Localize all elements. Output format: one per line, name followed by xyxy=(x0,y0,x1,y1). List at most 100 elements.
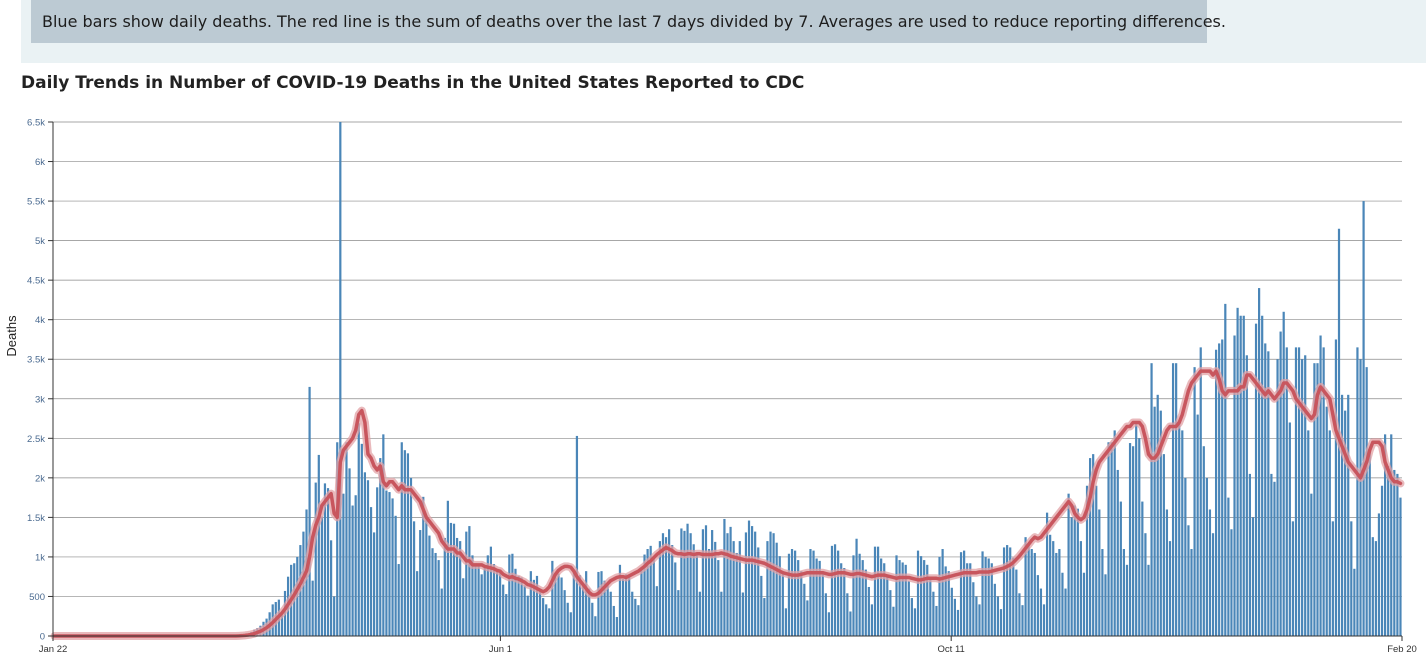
bar xyxy=(1095,486,1097,636)
bar xyxy=(1040,589,1042,636)
bar xyxy=(385,490,387,636)
bar xyxy=(696,552,698,636)
daily-deaths-bars xyxy=(238,122,1402,636)
bar xyxy=(1249,474,1251,636)
bar xyxy=(468,526,470,636)
bar xyxy=(1353,569,1355,636)
bar xyxy=(834,544,836,636)
bar xyxy=(720,592,722,636)
bar xyxy=(837,551,839,636)
bar xyxy=(1071,517,1073,636)
bar xyxy=(1049,535,1051,636)
bar xyxy=(637,605,639,636)
bar xyxy=(656,586,658,636)
bar xyxy=(1252,517,1254,636)
bar xyxy=(1209,509,1211,636)
bar xyxy=(871,604,873,636)
bar xyxy=(1129,443,1131,636)
bar xyxy=(505,594,507,636)
bar xyxy=(1114,430,1116,636)
bar xyxy=(312,581,314,636)
y-tick-label: 0 xyxy=(40,632,45,643)
bar xyxy=(702,529,704,636)
bar xyxy=(1203,446,1205,636)
bar xyxy=(315,483,317,636)
bar xyxy=(981,551,983,636)
bar xyxy=(1190,549,1192,636)
bar xyxy=(831,546,833,636)
bar xyxy=(493,564,495,636)
bar xyxy=(321,517,323,636)
bar xyxy=(395,516,397,636)
y-tick-label: 5.5k xyxy=(27,197,45,208)
bar xyxy=(447,501,449,636)
bar xyxy=(600,571,602,636)
bar xyxy=(859,554,861,636)
bar xyxy=(1101,549,1103,636)
bar xyxy=(1120,502,1122,636)
bar xyxy=(1074,506,1076,636)
bar xyxy=(1200,347,1202,636)
bar xyxy=(1175,363,1177,636)
bar xyxy=(1356,347,1358,636)
y-tick-label: 3.5k xyxy=(27,355,45,366)
bar xyxy=(690,533,692,636)
bar xyxy=(677,590,679,636)
bar xyxy=(367,480,369,636)
bar xyxy=(1172,363,1174,636)
bar xyxy=(1224,304,1226,636)
bar xyxy=(978,604,980,636)
bar xyxy=(1138,438,1140,636)
bar xyxy=(594,616,596,636)
bar xyxy=(1166,509,1168,636)
bar xyxy=(610,592,612,636)
bar xyxy=(1077,509,1079,636)
bar xyxy=(855,539,857,636)
bar xyxy=(997,596,999,636)
bar xyxy=(782,573,784,636)
bar xyxy=(785,608,787,636)
bar xyxy=(776,543,778,636)
bar xyxy=(539,590,541,636)
bar xyxy=(1292,521,1294,636)
bar xyxy=(1283,312,1285,636)
bar xyxy=(462,578,464,636)
bar xyxy=(923,560,925,636)
bar xyxy=(1067,494,1069,636)
bar xyxy=(1243,316,1245,636)
bar xyxy=(794,551,796,636)
bar xyxy=(1298,347,1300,636)
y-tick-label: 3k xyxy=(35,394,45,405)
bar xyxy=(723,519,725,636)
bar xyxy=(376,487,378,636)
bar xyxy=(1372,537,1374,636)
bar xyxy=(342,494,344,636)
bar xyxy=(327,488,329,636)
bar xyxy=(508,555,510,636)
bar xyxy=(640,568,642,636)
bar xyxy=(1184,478,1186,636)
bar xyxy=(1258,288,1260,636)
bar xyxy=(1215,350,1217,636)
bar xyxy=(892,607,894,636)
bar xyxy=(499,573,501,636)
x-tick-label: Jan 22 xyxy=(39,644,68,655)
bar xyxy=(917,551,919,636)
bar xyxy=(404,450,406,636)
bar xyxy=(803,584,805,636)
bar xyxy=(809,549,811,636)
bar xyxy=(391,498,393,636)
bar xyxy=(542,598,544,636)
bar xyxy=(1350,521,1352,636)
bar xyxy=(1197,415,1199,636)
bar xyxy=(339,122,341,636)
axes: 05001k1.5k2k2.5k3k3.5k4k4.5k5k5.5k6k6.5k… xyxy=(27,118,1417,656)
bar xyxy=(972,582,974,636)
bar xyxy=(680,528,682,636)
bar xyxy=(1157,395,1159,636)
bar xyxy=(373,532,375,636)
bar xyxy=(895,555,897,636)
y-tick-label: 4.5k xyxy=(27,276,45,287)
bar xyxy=(318,455,320,636)
bar xyxy=(1378,513,1380,636)
